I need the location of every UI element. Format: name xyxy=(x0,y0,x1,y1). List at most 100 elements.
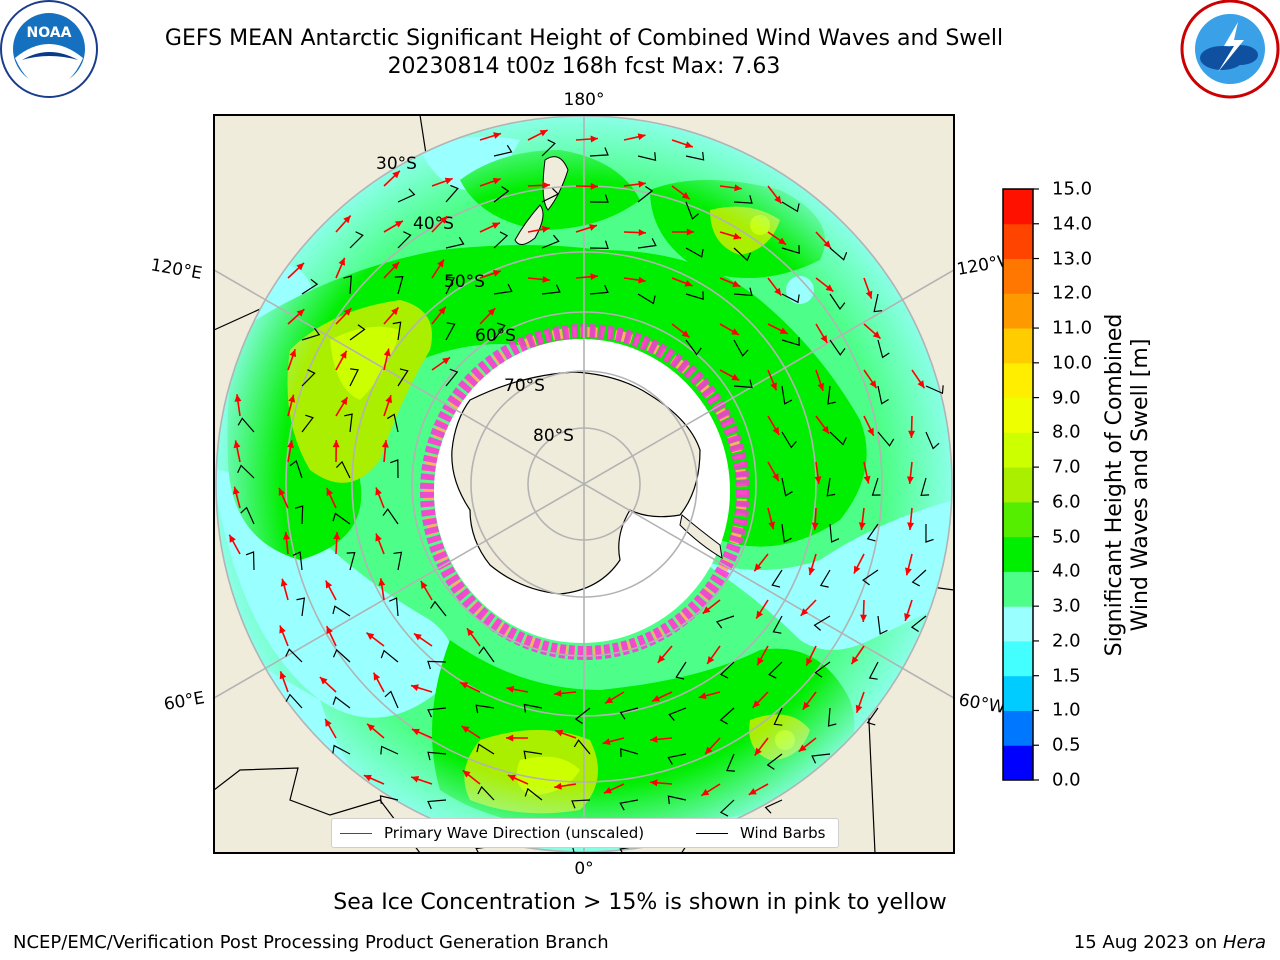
wind-barb xyxy=(541,234,560,249)
wind-barb xyxy=(637,186,654,203)
footer-date-text: 15 Aug 2023 on xyxy=(1073,932,1223,953)
wind-barb xyxy=(493,186,510,203)
wave-arrow-head xyxy=(554,782,562,790)
wind-barb xyxy=(574,707,591,724)
wind-barb xyxy=(349,324,366,341)
wave-arrow-head xyxy=(375,487,382,496)
wind-barb xyxy=(866,707,879,726)
wave-arrow-head xyxy=(279,671,287,680)
wave-arrow-head xyxy=(698,692,707,700)
wind-barb xyxy=(781,245,800,254)
map-legend: Primary Wave Direction (unscaled) Wind B… xyxy=(331,818,839,848)
wind-barb xyxy=(349,231,364,249)
wave-arrow-head xyxy=(325,718,332,727)
wave-arrow-head xyxy=(289,349,297,358)
wind-barb xyxy=(571,799,591,809)
wind-barb xyxy=(343,275,352,295)
wave-arrow-head xyxy=(590,182,598,190)
wind-barb xyxy=(868,661,879,680)
wave-arrow-head xyxy=(462,770,471,778)
wind-barb xyxy=(814,661,831,678)
wind-barb xyxy=(380,745,399,755)
wave-arrow-head xyxy=(487,308,496,316)
wave-arrow-head xyxy=(752,700,761,708)
wind-barb xyxy=(427,751,447,761)
wind-barb xyxy=(387,413,399,433)
colorbar-frame xyxy=(1002,188,1034,781)
wave-arrow-head xyxy=(279,625,286,634)
wave-arrow-head xyxy=(917,380,925,389)
wind-barb xyxy=(237,417,255,433)
wind-barb xyxy=(589,147,609,157)
wind-barb xyxy=(680,845,687,853)
wind-barb xyxy=(781,477,793,497)
wind-barb xyxy=(637,152,657,161)
colorbar-tick-label: 6.0 xyxy=(1052,491,1081,513)
colorbar xyxy=(1002,188,1039,781)
wind-barb xyxy=(332,744,351,755)
wind-barb xyxy=(877,339,890,359)
legend-barb-line xyxy=(696,832,728,834)
wind-barb xyxy=(285,693,303,709)
wind-barb xyxy=(390,459,399,479)
wave-arrow-head xyxy=(229,534,236,543)
wave-arrow-head xyxy=(442,357,451,365)
wave-arrow-head xyxy=(410,684,419,691)
wind-barb xyxy=(781,201,800,213)
wave-arrow-head xyxy=(506,734,514,742)
lon-label-180: 180° xyxy=(564,90,605,110)
wave-arrow-head xyxy=(748,788,757,795)
wind-barb xyxy=(427,799,447,810)
wave-arrow-head xyxy=(684,141,693,148)
colorbar-segment xyxy=(1003,606,1033,642)
wind-barb xyxy=(910,615,927,633)
wave-arrow-head xyxy=(681,330,690,338)
wave-arrow-head xyxy=(808,567,816,576)
wave-arrow-head xyxy=(768,521,775,530)
wave-arrow-head xyxy=(411,728,420,736)
wave-arrow-head xyxy=(904,613,911,621)
wave-arrow-head xyxy=(392,170,400,179)
wave-arrow-head xyxy=(340,350,347,359)
wind-barb xyxy=(637,293,656,305)
wind-barb xyxy=(332,605,351,617)
wind-barbs xyxy=(237,139,944,853)
legend-barb-label: Wind Barbs xyxy=(740,824,826,842)
wave-arrow-head xyxy=(733,232,742,240)
wind-barb xyxy=(620,748,639,757)
wind-barb xyxy=(493,231,509,249)
wind-barb xyxy=(384,690,399,709)
lat-label-30s: 30°S xyxy=(376,154,417,174)
colorbar-title: Significant Height of Combined Wind Wave… xyxy=(1102,314,1154,657)
wind-barb xyxy=(541,187,560,203)
wind-barb xyxy=(523,703,543,713)
wind-barb xyxy=(493,322,506,341)
wind-barb xyxy=(827,385,836,405)
wind-barb xyxy=(829,339,846,356)
colorbar-segment xyxy=(1003,640,1033,677)
wind-barb xyxy=(397,188,416,203)
wind-barb xyxy=(493,144,513,157)
wind-barb xyxy=(733,247,752,262)
wave-arrow-head xyxy=(340,397,348,406)
legend-wave-line xyxy=(340,832,372,834)
colorbar-segment xyxy=(1003,745,1033,781)
wave-arrow-head xyxy=(420,581,428,589)
wind-barb xyxy=(301,414,314,433)
wave-arrow-head xyxy=(466,628,475,637)
colorbar-segment xyxy=(1003,328,1033,364)
colorbar-segment xyxy=(1003,293,1033,329)
wind-barb xyxy=(829,431,847,446)
wave-arrow-head xyxy=(701,788,710,796)
wind-barb xyxy=(733,287,753,297)
wind-barb xyxy=(335,460,351,479)
wave-arrow-head xyxy=(811,522,819,530)
wind-barb xyxy=(332,512,351,525)
wave-arrow-head xyxy=(858,522,866,530)
wave-arrow-head xyxy=(375,533,382,542)
wind-barb xyxy=(476,743,495,755)
wind-barb xyxy=(301,327,321,341)
wave-arrow-head xyxy=(589,224,597,231)
wind-barb xyxy=(541,284,561,295)
wind-barb xyxy=(294,505,304,525)
